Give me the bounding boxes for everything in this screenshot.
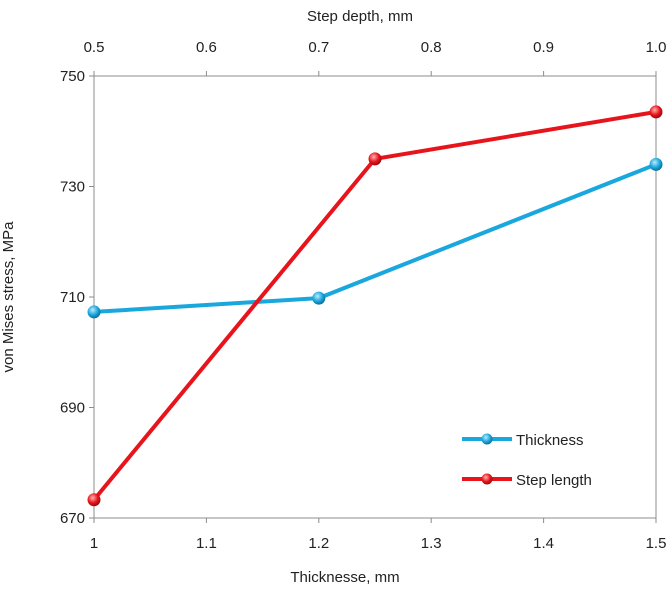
y-tick-label: 730 (60, 179, 85, 196)
legend-marker-step-length (481, 473, 493, 485)
y-tick-label: 690 (60, 400, 85, 417)
legend-label-thickness: Thickness (516, 432, 584, 449)
legend-item-step-length: Step length (462, 472, 592, 489)
y-axis-title: von Mises stress, MPa (0, 221, 17, 373)
x-tick-label: 1.4 (533, 535, 554, 552)
data-point-thickness (87, 305, 101, 319)
series-line-thickness (93, 162, 657, 314)
x-tick-label: 1.3 (421, 535, 442, 552)
x2-tick-label: 0.7 (308, 39, 329, 56)
x-tick-label: 1.2 (308, 535, 329, 552)
legend: Thickness Step length (462, 432, 592, 489)
legend-label-step-length: Step length (516, 472, 592, 489)
y-tick-label: 710 (60, 289, 85, 306)
plot-frame (93, 75, 657, 519)
legend-marker-thickness (481, 433, 493, 445)
data-point-step-length (87, 493, 101, 507)
data-point-step-length (649, 105, 663, 119)
x2-tick-label: 0.6 (196, 39, 217, 56)
x2-axis-title: Step depth, mm (307, 8, 413, 25)
data-point-step-length (368, 152, 382, 166)
data-point-thickness (312, 291, 326, 305)
y-tick-label: 670 (60, 510, 85, 527)
x2-tick-label: 1.0 (646, 39, 667, 56)
x-tick-label: 1.1 (196, 535, 217, 552)
x2-tick-label: 0.8 (421, 39, 442, 56)
data-point-thickness (649, 157, 663, 171)
x-tick-label: 1.5 (646, 535, 667, 552)
y-tick-label: 750 (60, 68, 85, 85)
x2-tick-label: 0.9 (533, 39, 554, 56)
x-axis-title: Thicknesse, mm (290, 569, 399, 586)
legend-item-thickness: Thickness (462, 432, 584, 449)
x2-tick-label: 0.5 (84, 39, 105, 56)
x-tick-label: 1 (90, 535, 98, 552)
